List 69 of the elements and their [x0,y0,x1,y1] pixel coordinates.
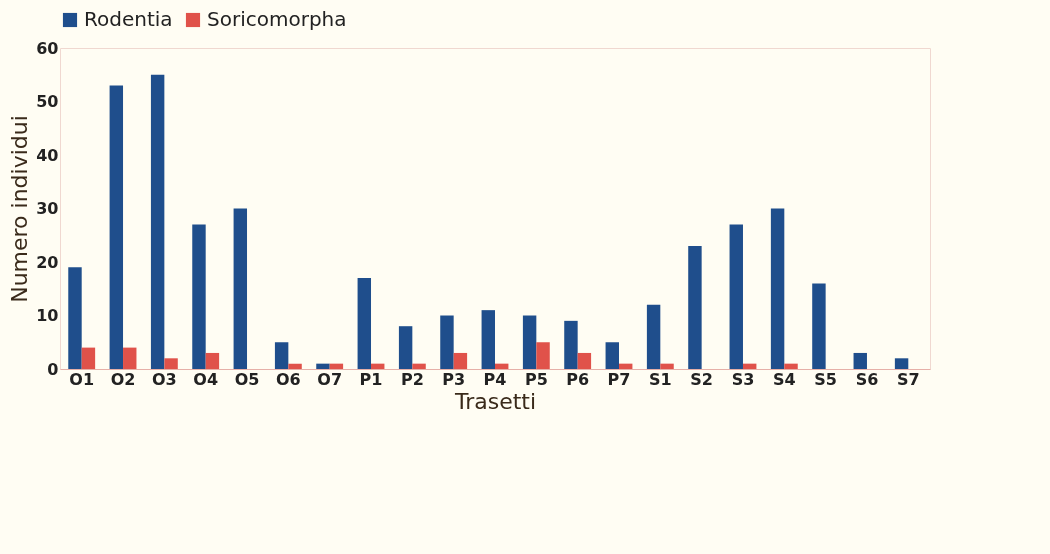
bar [412,363,426,369]
bar [688,245,702,369]
bar [357,278,372,369]
x-tick-label: S1 [648,369,672,389]
bar [453,352,468,369]
x-tick-label: S3 [731,369,755,389]
x-axis-title: Trasetti [453,388,537,414]
bar [812,283,826,369]
x-tick-label: O4 [193,369,219,389]
x-tick-label: O5 [234,369,260,389]
legend-label: Soricomorpha [207,7,347,31]
legend-label: Rodentia [84,7,173,31]
y-tick-label: 30 [36,199,59,218]
bar [123,347,137,369]
x-tick-label: O7 [317,369,343,389]
x-tick-label: S5 [814,369,837,389]
bar [440,315,454,369]
x-tick-label: P2 [400,369,424,389]
y-tick-label: 10 [36,306,59,325]
bar [481,310,495,369]
x-tick-label: P4 [483,369,507,389]
bar [81,347,96,369]
bar [536,342,550,369]
bar [894,358,909,369]
bar [564,320,578,369]
x-tick-label: S4 [772,369,796,389]
x-tick-label: P6 [566,369,590,389]
bar [68,267,82,369]
bar [109,85,124,369]
bar [288,363,302,369]
y-tick-label: 40 [36,145,59,165]
x-tick-label: P3 [442,369,466,389]
bar [605,342,619,369]
bar [495,363,509,369]
bar [646,304,661,369]
bar [770,208,785,369]
x-tick-label: S6 [855,369,879,389]
y-tick-label: 60 [36,38,59,58]
x-tick-label: O6 [275,369,301,389]
bar [274,342,289,369]
bar [329,363,344,369]
y-axis-title: Numero individui [7,115,33,303]
bar [164,358,178,369]
x-tick-label: P1 [359,369,383,389]
bar [316,363,330,369]
bar [522,315,537,369]
bar [577,352,592,369]
x-tick-label: O3 [151,369,177,389]
bar [853,352,867,369]
bar [150,74,165,369]
bar [618,363,633,369]
x-tick-label: P5 [524,369,548,389]
bar [233,208,248,369]
bar [398,326,413,369]
x-tick-label: O2 [110,369,136,389]
x-tick-label: S7 [896,369,920,389]
bar [784,363,798,369]
bar [205,352,220,369]
bar [371,363,385,369]
x-tick-label: P7 [607,369,631,389]
y-tick-label: 50 [36,92,59,111]
bar [660,363,674,369]
bar [192,224,206,369]
x-tick-label: S2 [690,369,713,389]
bar [729,224,743,369]
x-tick-label: O1 [69,369,95,389]
y-tick-label: 20 [36,252,59,272]
bar [742,363,757,369]
y-tick-label: 0 [47,359,59,379]
